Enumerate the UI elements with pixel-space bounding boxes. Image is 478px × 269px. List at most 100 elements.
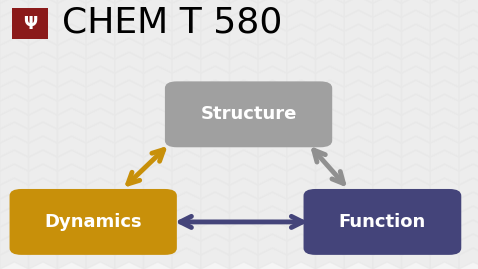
Polygon shape [430, 220, 459, 241]
Polygon shape [344, 220, 373, 241]
Polygon shape [344, 234, 373, 255]
Polygon shape [86, 234, 115, 255]
Polygon shape [373, 66, 402, 87]
Polygon shape [86, 10, 115, 31]
Polygon shape [373, 52, 402, 73]
Polygon shape [0, 248, 29, 269]
Polygon shape [344, 122, 373, 143]
Polygon shape [172, 122, 201, 143]
Polygon shape [29, 178, 57, 199]
Polygon shape [430, 164, 459, 185]
Polygon shape [115, 80, 143, 101]
Polygon shape [258, 150, 287, 171]
Polygon shape [287, 192, 315, 213]
Polygon shape [172, 80, 201, 101]
Text: Ψ: Ψ [23, 15, 37, 33]
Polygon shape [373, 192, 402, 213]
Polygon shape [258, 136, 287, 157]
Polygon shape [201, 24, 229, 45]
Polygon shape [201, 192, 229, 213]
Polygon shape [229, 178, 258, 199]
Polygon shape [430, 80, 459, 101]
Polygon shape [315, 24, 344, 45]
Polygon shape [315, 80, 344, 101]
Polygon shape [287, 206, 315, 227]
Polygon shape [172, 234, 201, 255]
Polygon shape [402, 52, 430, 73]
Polygon shape [258, 24, 287, 45]
Polygon shape [229, 66, 258, 87]
Polygon shape [287, 108, 315, 129]
Polygon shape [287, 248, 315, 269]
Polygon shape [459, 0, 478, 3]
Polygon shape [201, 234, 229, 255]
Polygon shape [0, 24, 29, 45]
Polygon shape [229, 80, 258, 101]
Polygon shape [287, 122, 315, 143]
Polygon shape [344, 164, 373, 185]
Polygon shape [115, 94, 143, 115]
Polygon shape [402, 164, 430, 185]
Polygon shape [344, 24, 373, 45]
Polygon shape [315, 178, 344, 199]
Polygon shape [86, 108, 115, 129]
Polygon shape [373, 136, 402, 157]
Polygon shape [143, 108, 172, 129]
Polygon shape [115, 0, 143, 17]
Polygon shape [172, 248, 201, 269]
Polygon shape [430, 38, 459, 59]
Polygon shape [29, 136, 57, 157]
Polygon shape [258, 10, 287, 31]
Polygon shape [344, 248, 373, 269]
Polygon shape [172, 0, 201, 17]
Polygon shape [0, 0, 29, 17]
Polygon shape [402, 122, 430, 143]
Polygon shape [315, 108, 344, 129]
Polygon shape [57, 150, 86, 171]
Polygon shape [402, 0, 430, 3]
Polygon shape [258, 178, 287, 199]
Polygon shape [86, 136, 115, 157]
Polygon shape [201, 38, 229, 59]
Polygon shape [86, 38, 115, 59]
FancyBboxPatch shape [304, 189, 461, 255]
Polygon shape [315, 192, 344, 213]
Polygon shape [57, 66, 86, 87]
Polygon shape [143, 248, 172, 269]
Polygon shape [57, 10, 86, 31]
Polygon shape [0, 192, 29, 213]
Polygon shape [229, 234, 258, 255]
Polygon shape [172, 164, 201, 185]
Polygon shape [229, 108, 258, 129]
Polygon shape [258, 38, 287, 59]
Polygon shape [172, 66, 201, 87]
Polygon shape [287, 38, 315, 59]
Polygon shape [402, 136, 430, 157]
Polygon shape [287, 66, 315, 87]
Polygon shape [373, 0, 402, 3]
Polygon shape [0, 52, 29, 73]
Polygon shape [430, 52, 459, 73]
Polygon shape [201, 164, 229, 185]
Polygon shape [172, 94, 201, 115]
Polygon shape [172, 52, 201, 73]
Polygon shape [172, 10, 201, 31]
Polygon shape [287, 80, 315, 101]
Polygon shape [29, 38, 57, 59]
Polygon shape [57, 94, 86, 115]
Polygon shape [201, 206, 229, 227]
Polygon shape [143, 94, 172, 115]
Polygon shape [115, 38, 143, 59]
Polygon shape [143, 164, 172, 185]
Polygon shape [430, 24, 459, 45]
Polygon shape [373, 164, 402, 185]
Polygon shape [287, 10, 315, 31]
Polygon shape [287, 150, 315, 171]
Polygon shape [315, 164, 344, 185]
Polygon shape [29, 108, 57, 129]
Polygon shape [258, 192, 287, 213]
Polygon shape [86, 178, 115, 199]
Polygon shape [459, 248, 478, 269]
Polygon shape [201, 136, 229, 157]
Polygon shape [459, 220, 478, 241]
